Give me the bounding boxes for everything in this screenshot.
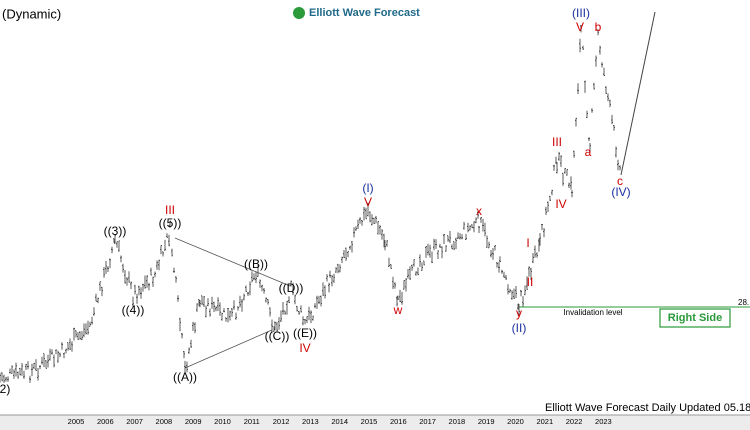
x-tick-label: 2021 bbox=[536, 417, 553, 426]
wave-label: y bbox=[516, 306, 522, 320]
wave-label: IV bbox=[299, 341, 310, 355]
x-tick-label: 2022 bbox=[566, 417, 583, 426]
wave-label: c bbox=[617, 174, 623, 188]
right-side-label: Right Side bbox=[668, 312, 722, 324]
wave-label: ((D)) bbox=[279, 281, 304, 295]
wave-label: V bbox=[576, 20, 584, 34]
x-tick-label: 2012 bbox=[273, 417, 290, 426]
wave-label: III bbox=[552, 135, 562, 149]
x-tick-label: 2018 bbox=[449, 417, 466, 426]
wave-label: w bbox=[393, 303, 403, 317]
price-label: 28. bbox=[738, 298, 749, 307]
invalidation-label: Invalidation level bbox=[563, 308, 622, 317]
x-tick-label: 2007 bbox=[126, 417, 143, 426]
triangle-upper bbox=[174, 237, 291, 287]
right-side-box bbox=[659, 308, 731, 328]
x-axis-strip bbox=[0, 415, 750, 430]
wave-label: ((3)) bbox=[104, 224, 127, 238]
x-tick-label: 2010 bbox=[214, 417, 231, 426]
x-tick-label: 2019 bbox=[478, 417, 495, 426]
x-tick-label: 2006 bbox=[97, 417, 114, 426]
x-tick-label: 2011 bbox=[244, 417, 260, 426]
price-bars bbox=[0, 25, 621, 383]
logo: Elliott Wave Forecast bbox=[309, 7, 420, 19]
wave-label: ((E)) bbox=[293, 326, 317, 340]
wave-label: I bbox=[526, 236, 529, 250]
x-tick-label: 2009 bbox=[185, 417, 202, 426]
wave-label: ((A)) bbox=[173, 370, 197, 384]
wave-label: (II) bbox=[512, 321, 527, 335]
wave-label: ((C)) bbox=[265, 329, 290, 343]
x-tick-label: 2017 bbox=[419, 417, 436, 426]
x-tick-label: 2016 bbox=[390, 417, 407, 426]
wave-label: ((5)) bbox=[159, 216, 182, 230]
wave-label: (IV) bbox=[611, 185, 630, 199]
wave-label: x bbox=[476, 204, 482, 218]
wave-label: b bbox=[595, 20, 602, 34]
wave-label: ((4)) bbox=[122, 303, 145, 317]
x-tick-label: 2020 bbox=[507, 417, 524, 426]
wave-label: III bbox=[165, 203, 175, 217]
x-tick-label: 2005 bbox=[68, 417, 85, 426]
x-tick-label: 2008 bbox=[156, 417, 173, 426]
wave-label: V bbox=[364, 195, 372, 209]
footer: Elliott Wave Forecast Daily Updated 05.1… bbox=[545, 402, 750, 414]
wave-label: ((B)) bbox=[244, 257, 268, 271]
wave-label: IV bbox=[555, 197, 566, 211]
wave-label: (I) bbox=[362, 181, 373, 195]
x-tick-label: 2023 bbox=[595, 417, 612, 426]
x-tick-label: 2014 bbox=[331, 417, 348, 426]
x-tick-label: 2013 bbox=[302, 417, 319, 426]
x-tick-label: 2015 bbox=[361, 417, 378, 426]
wave-label: (III) bbox=[572, 6, 590, 20]
logo-icon bbox=[293, 7, 305, 19]
wave-label: 2) bbox=[0, 382, 10, 396]
title: (Dynamic) bbox=[2, 6, 61, 21]
projection-line bbox=[620, 11, 656, 176]
wave-label: a bbox=[585, 145, 592, 159]
wave-label: II bbox=[527, 275, 534, 289]
triangle-lower bbox=[184, 329, 273, 369]
